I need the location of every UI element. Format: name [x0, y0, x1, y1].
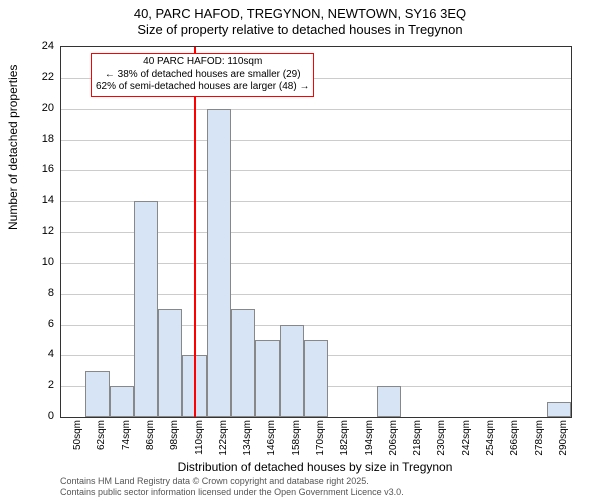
x-tick-label: 182sqm: [339, 420, 350, 460]
x-tick-label: 74sqm: [121, 420, 132, 460]
plot-area: 40 PARC HAFOD: 110sqm← 38% of detached h…: [60, 46, 572, 418]
x-tick-label: 50sqm: [72, 420, 83, 460]
x-tick-label: 278sqm: [534, 420, 545, 460]
x-tick-label: 206sqm: [388, 420, 399, 460]
x-tick-label: 266sqm: [509, 420, 520, 460]
annotation-line-2: ← 38% of detached houses are smaller (29…: [96, 69, 309, 82]
histogram-bar: [304, 340, 328, 417]
highlight-line: [194, 47, 196, 417]
y-tick-label: 14: [24, 194, 54, 206]
gridline: [61, 109, 571, 110]
attribution-line1: Contains HM Land Registry data © Crown c…: [60, 476, 404, 487]
x-tick-label: 122sqm: [218, 420, 229, 460]
y-tick-label: 12: [24, 225, 54, 237]
x-tick-label: 158sqm: [291, 420, 302, 460]
annotation-line-1: 40 PARC HAFOD: 110sqm: [96, 56, 309, 69]
y-tick-label: 8: [24, 287, 54, 299]
y-tick-label: 24: [24, 40, 54, 52]
annotation-box: 40 PARC HAFOD: 110sqm← 38% of detached h…: [91, 53, 314, 97]
x-tick-label: 134sqm: [242, 420, 253, 460]
gridline: [61, 140, 571, 141]
x-tick-label: 62sqm: [96, 420, 107, 460]
gridline: [61, 170, 571, 171]
y-tick-label: 16: [24, 163, 54, 175]
y-tick-label: 10: [24, 256, 54, 268]
histogram-bar: [110, 386, 134, 417]
attribution-text: Contains HM Land Registry data © Crown c…: [60, 476, 404, 498]
histogram-bar: [377, 386, 401, 417]
chart-title-line2: Size of property relative to detached ho…: [0, 22, 600, 37]
histogram-bar: [207, 109, 231, 417]
x-tick-label: 98sqm: [169, 420, 180, 460]
histogram-bar: [134, 201, 158, 417]
x-tick-label: 218sqm: [412, 420, 423, 460]
y-tick-label: 2: [24, 379, 54, 391]
x-tick-label: 290sqm: [558, 420, 569, 460]
chart-container: 40, PARC HAFOD, TREGYNON, NEWTOWN, SY16 …: [0, 0, 600, 500]
y-tick-label: 4: [24, 348, 54, 360]
x-tick-label: 230sqm: [436, 420, 447, 460]
y-tick-label: 20: [24, 102, 54, 114]
histogram-bar: [231, 309, 255, 417]
x-axis-label: Distribution of detached houses by size …: [60, 460, 570, 474]
y-tick-label: 6: [24, 318, 54, 330]
y-axis-label: Number of detached properties: [6, 65, 20, 230]
x-tick-label: 254sqm: [485, 420, 496, 460]
x-tick-label: 242sqm: [461, 420, 472, 460]
x-tick-label: 194sqm: [364, 420, 375, 460]
y-tick-label: 18: [24, 133, 54, 145]
x-tick-label: 170sqm: [315, 420, 326, 460]
annotation-line-3: 62% of semi-detached houses are larger (…: [96, 81, 309, 94]
attribution-line2: Contains public sector information licen…: [60, 487, 404, 498]
histogram-bar: [547, 402, 571, 417]
x-tick-label: 110sqm: [194, 420, 205, 460]
y-tick-label: 22: [24, 71, 54, 83]
y-tick-label: 0: [24, 410, 54, 422]
x-tick-label: 86sqm: [145, 420, 156, 460]
histogram-bar: [255, 340, 279, 417]
histogram-bar: [158, 309, 182, 417]
histogram-bar: [280, 325, 304, 418]
chart-title-line1: 40, PARC HAFOD, TREGYNON, NEWTOWN, SY16 …: [0, 6, 600, 21]
histogram-bar: [85, 371, 109, 417]
x-tick-label: 146sqm: [266, 420, 277, 460]
